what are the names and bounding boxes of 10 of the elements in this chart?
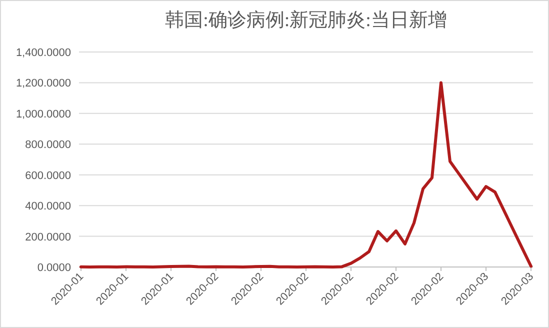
y-tick-label: 200.0000 bbox=[25, 231, 71, 244]
y-tick-label: 1,200.0000 bbox=[16, 78, 71, 90]
y-tick-label: 600.0000 bbox=[25, 170, 71, 182]
y-tick-label: 400.0000 bbox=[25, 200, 71, 213]
y-tick-label: 800.0000 bbox=[25, 139, 71, 152]
y-tick-label: 1,000.0000 bbox=[16, 108, 71, 120]
line-series bbox=[80, 81, 532, 268]
y-tick-label: 0.0000 bbox=[37, 262, 71, 274]
chart-title: 韩国:确诊病例:新冠肺炎:当日新增 bbox=[165, 9, 447, 31]
y-tick-label: 1,400.0000 bbox=[16, 47, 71, 59]
